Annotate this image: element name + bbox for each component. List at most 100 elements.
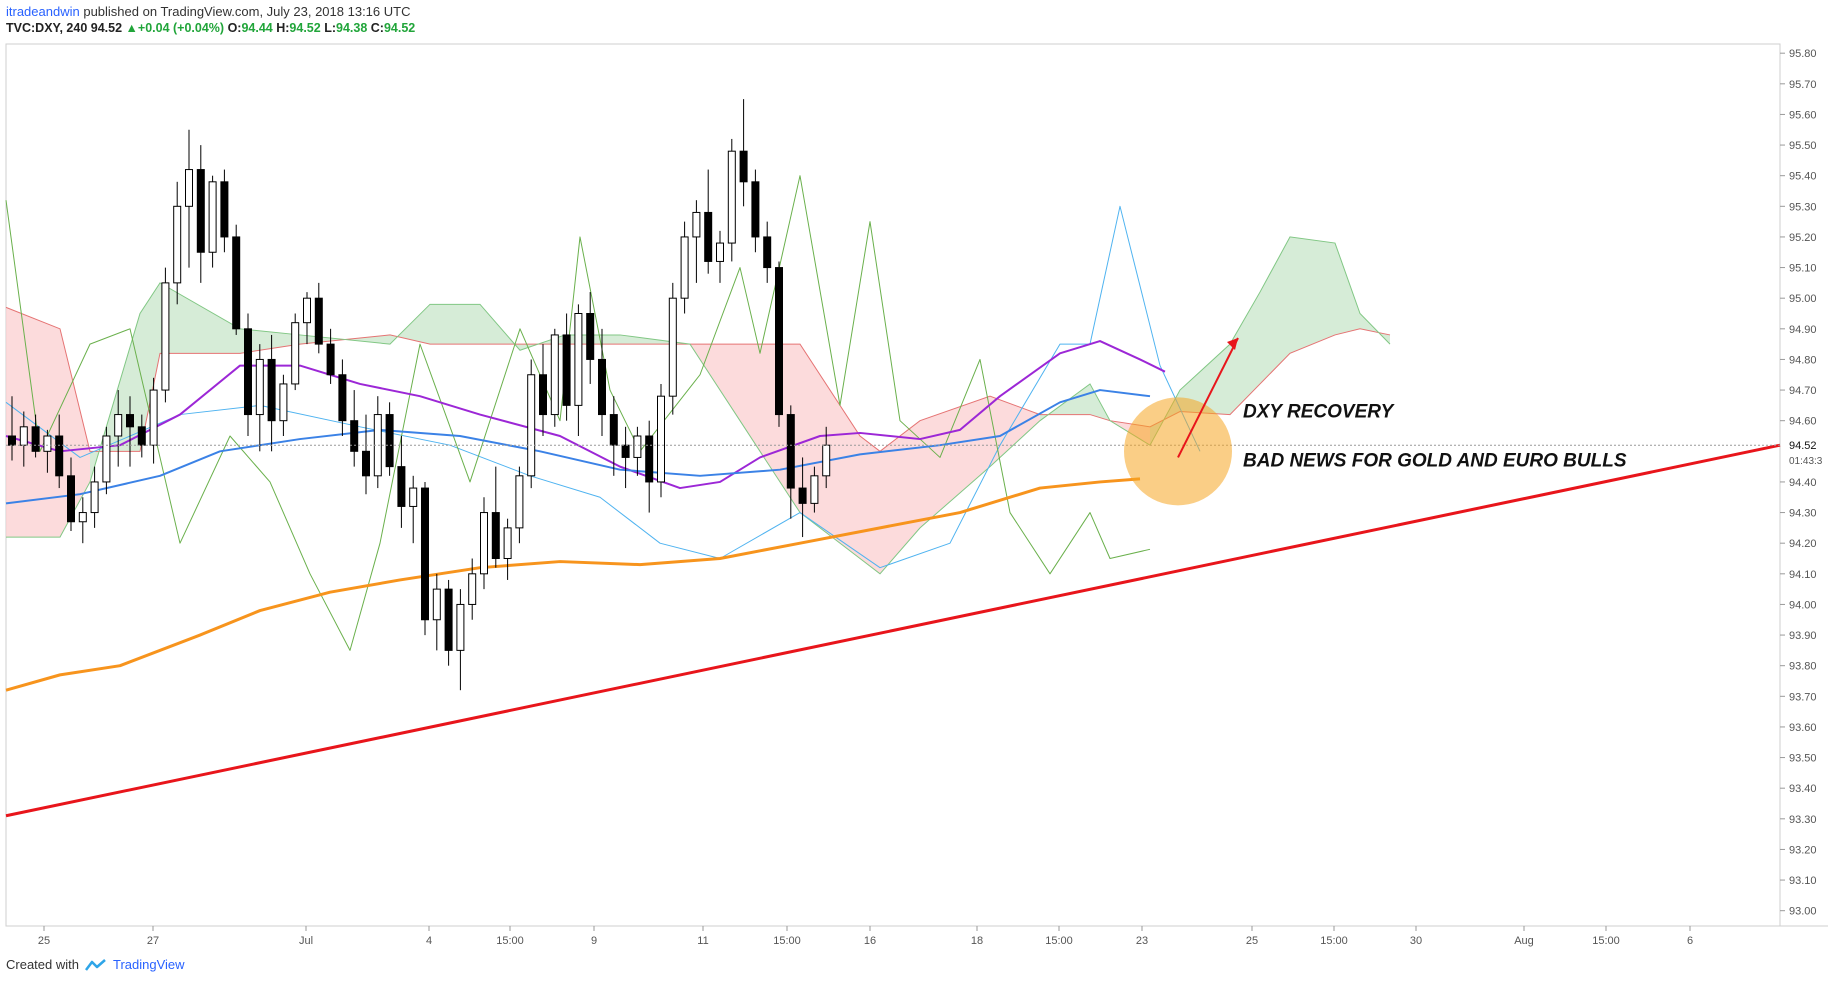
candle-up — [90, 481, 99, 514]
senkou-b-line — [5, 306, 1391, 452]
candle-up — [810, 475, 819, 504]
cloud-segment — [1180, 344, 1230, 415]
x-tick-label: Aug — [1514, 935, 1534, 947]
cloud-segment — [880, 420, 920, 574]
candle-down — [586, 313, 595, 360]
candle-down — [244, 328, 252, 416]
candle-up — [515, 475, 524, 529]
candle-up — [114, 414, 123, 437]
candle-down — [491, 512, 500, 559]
candle-up — [279, 383, 288, 422]
y-tick-label: 94.90 — [1789, 324, 1817, 336]
time-axis: 25 27 Jul 4 15:00 9 11 15:00 16 18 15:00 23 25 15:00 3… — [38, 926, 1693, 947]
publish-info: published on TradingView.com, July 23, 2… — [83, 4, 411, 19]
cloud-segment — [740, 344, 800, 513]
candle-up — [727, 150, 736, 244]
y-tick-label: 94.10 — [1789, 569, 1817, 581]
y-tick-label: 93.30 — [1789, 814, 1817, 826]
symbol-label: TVC:DXY, 240 — [6, 21, 88, 35]
candle-up — [456, 603, 465, 651]
candle-up — [161, 282, 170, 391]
candle-up — [208, 181, 217, 253]
x-tick-label: 9 — [591, 935, 597, 947]
candle-down — [704, 211, 713, 262]
candle-up — [527, 374, 536, 477]
candle-down — [562, 334, 571, 406]
y-tick-label: 93.70 — [1789, 691, 1817, 703]
tradingview-link[interactable]: TradingView — [112, 957, 185, 972]
candle-down — [609, 414, 618, 446]
low-label: L: — [324, 21, 336, 35]
cloud-segment — [1335, 243, 1360, 335]
cloud-segment — [1290, 236, 1335, 354]
countdown-label: 01:43:3 — [1789, 456, 1823, 467]
candle-down — [326, 343, 335, 376]
up-arrow-icon: ▲ — [125, 21, 138, 35]
candle-down — [645, 435, 654, 483]
x-tick-label: Jul — [299, 935, 313, 947]
x-tick-label: 15:00 — [1592, 935, 1620, 947]
candle-up — [409, 487, 418, 507]
y-tick-label: 95.30 — [1789, 201, 1817, 213]
candle-down — [67, 475, 75, 523]
cloud-segment — [1230, 292, 1260, 415]
candle-up — [173, 205, 182, 284]
tradingview-logo-icon — [84, 958, 106, 971]
candle-up — [255, 358, 264, 416]
y-tick-label: 93.80 — [1789, 661, 1817, 673]
y-tick-label: 93.40 — [1789, 783, 1817, 795]
candle-down — [8, 435, 16, 446]
x-tick-label: 15:00 — [496, 935, 524, 947]
arrow-head-icon — [1227, 338, 1238, 350]
y-tick-label: 94.70 — [1789, 385, 1817, 397]
candle-down — [220, 181, 229, 238]
x-tick-label: 18 — [971, 935, 983, 947]
candles — [8, 99, 831, 691]
x-tick-label: 4 — [426, 935, 432, 947]
y-tick-label: 93.20 — [1789, 844, 1817, 856]
y-tick-label: 94.30 — [1789, 508, 1817, 520]
ma-purple — [5, 340, 1166, 490]
candle-up — [102, 435, 111, 483]
cloud-segment — [920, 396, 990, 528]
candle-up — [633, 435, 642, 458]
open-value: 94.44 — [241, 21, 273, 35]
last-price-label: 94.52 — [1789, 440, 1817, 452]
candle-up — [78, 512, 87, 523]
cloud-segment — [430, 304, 480, 345]
y-tick-label: 95.10 — [1789, 263, 1817, 275]
x-tick-label: 6 — [1687, 935, 1693, 947]
candle-down — [232, 236, 241, 330]
y-tick-label: 95.00 — [1789, 293, 1817, 305]
cloud-segment — [1260, 236, 1290, 384]
trendline[interactable] — [5, 443, 1781, 818]
last-price-box — [1781, 437, 1828, 454]
x-tick-label: 15:00 — [1045, 935, 1073, 947]
candle-up — [822, 444, 831, 477]
low-value: 94.38 — [336, 21, 368, 35]
candle-up — [574, 313, 583, 406]
footer: Created with TradingView — [6, 957, 185, 972]
annotation-line1: DXY RECOVERY — [1243, 402, 1396, 423]
last-price: 94.52 — [90, 21, 123, 35]
publish-line: itradeandwin published on TradingView.co… — [6, 3, 1506, 20]
y-tick-label: 95.20 — [1789, 232, 1817, 244]
created-with-label: Created with — [6, 957, 79, 972]
close-value: 94.52 — [383, 21, 416, 35]
y-tick-label: 93.90 — [1789, 630, 1817, 642]
ma-blue — [5, 389, 1151, 505]
ma-orange — [5, 477, 1141, 692]
ohlc-line: TVC:DXY, 240 94.52 ▲+0.04 (+0.04%) O:94.… — [6, 20, 1506, 37]
high-label: H: — [276, 21, 290, 35]
candle-down — [763, 236, 772, 269]
candle-up — [480, 512, 488, 575]
y-tick-label: 95.50 — [1789, 140, 1817, 152]
open-label: O: — [227, 21, 242, 35]
y-tick-label: 95.70 — [1789, 79, 1817, 91]
candle-down — [31, 426, 40, 452]
candle-down — [338, 374, 347, 422]
chart-header: itradeandwin published on TradingView.co… — [6, 3, 1506, 37]
author-link[interactable]: itradeandwin — [6, 4, 80, 19]
candle-up — [550, 334, 559, 416]
